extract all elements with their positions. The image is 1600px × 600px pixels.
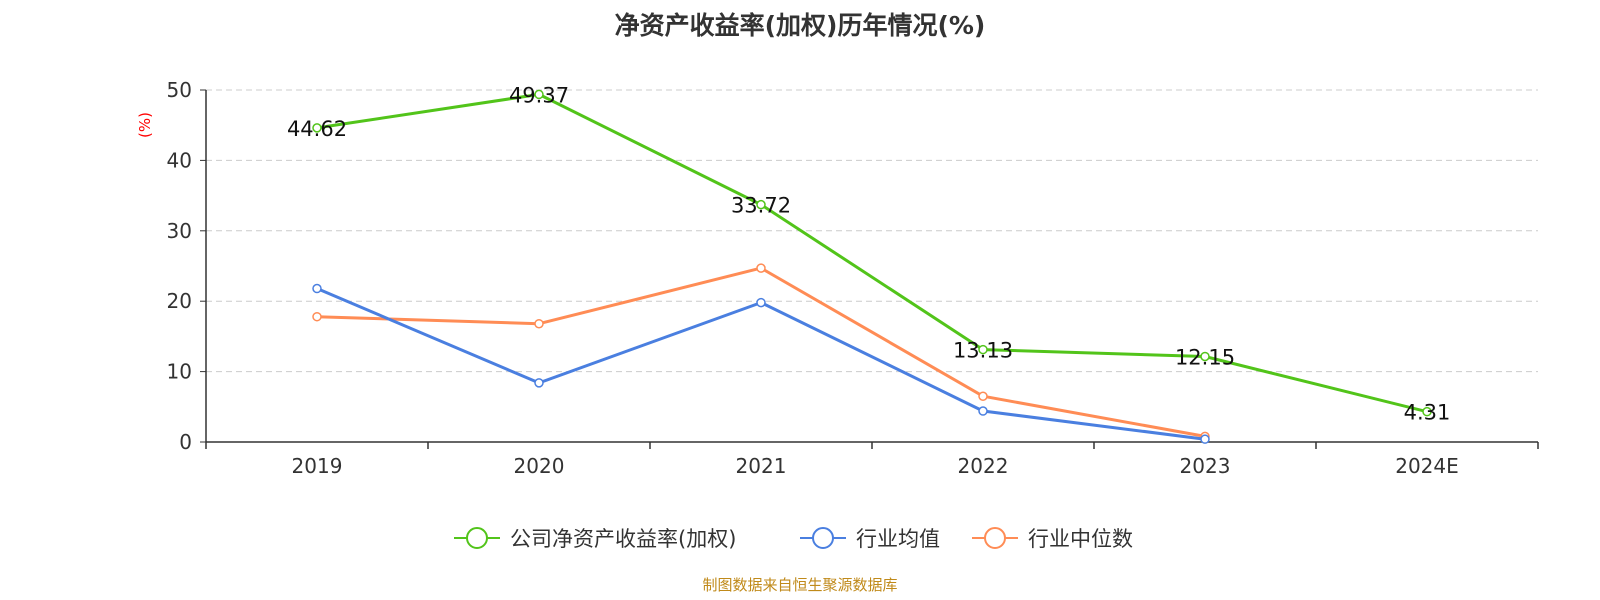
data-point-series-1 xyxy=(1200,434,1210,444)
data-point-series-0 xyxy=(756,199,766,210)
data-point-series-0 xyxy=(534,89,544,100)
data-point-series-2 xyxy=(534,318,544,329)
data-point-series-0 xyxy=(312,123,322,133)
legend-item-0[interactable]: 公司净资产收益率(加权) xyxy=(454,527,736,551)
data-label: 49.37 xyxy=(509,83,569,107)
y-tick-label: 20 xyxy=(167,289,192,313)
data-point-series-1 xyxy=(534,378,544,388)
y-tick-label: 30 xyxy=(167,219,192,243)
data-label: 44.62 xyxy=(287,117,347,141)
data-label: 4.31 xyxy=(1404,401,1451,425)
x-tick-label: 2023 xyxy=(1180,454,1231,478)
series-lines xyxy=(312,89,1432,444)
legend[interactable]: 公司净资产收益率(加权) 行业均值 行业中位数 xyxy=(454,527,1133,551)
x-tick-label: 2019 xyxy=(292,454,343,478)
data-label: 13.13 xyxy=(953,339,1013,363)
legend-swatch-marker xyxy=(466,527,488,549)
x-tick-label: 2024E xyxy=(1395,454,1459,478)
grid-lines xyxy=(206,89,1538,373)
footer-source: 制图数据来自恒生聚源数据库 xyxy=(702,576,897,594)
data-label: 12.15 xyxy=(1175,345,1235,369)
legend-item-1[interactable]: 行业均值 xyxy=(800,527,940,551)
series-line-1 xyxy=(316,287,1206,441)
data-label: 33.72 xyxy=(731,194,791,218)
data-point-series-1 xyxy=(756,297,766,308)
x-tick-label: 2022 xyxy=(958,454,1009,478)
data-point-series-2 xyxy=(312,311,322,322)
y-tick-label: 40 xyxy=(167,148,192,172)
x-tick-label: 2021 xyxy=(736,454,787,478)
y-tick-label: 50 xyxy=(167,78,192,102)
y-tick-label: 10 xyxy=(167,360,192,384)
chart-title: 净资产收益率(加权)历年情况(%) xyxy=(615,11,986,40)
data-point-series-1 xyxy=(312,283,322,294)
x-tick-label: 2020 xyxy=(514,454,565,478)
legend-label: 行业均值 xyxy=(856,527,940,551)
y-tick-label: 0 xyxy=(179,430,192,454)
data-point-series-2 xyxy=(978,391,988,401)
data-point-series-1 xyxy=(978,406,988,416)
data-point-series-0 xyxy=(1200,351,1210,362)
legend-item-2[interactable]: 行业中位数 xyxy=(972,527,1133,551)
series-line-0 xyxy=(316,92,1428,414)
y-axis-label: (%) xyxy=(136,112,154,138)
legend-label: 行业中位数 xyxy=(1028,527,1133,551)
legend-swatch-marker xyxy=(984,527,1006,549)
axes: 0 10 20 30 40 50 2019 2020 2021 2022 2023 2024E xyxy=(167,78,1539,478)
data-point-series-0 xyxy=(978,344,988,355)
data-labels: 44.62 49.37 33.72 13.13 12.15 4.31 xyxy=(287,83,1450,424)
legend-swatch-marker xyxy=(812,527,834,549)
data-point-series-0 xyxy=(1422,406,1432,417)
legend-label: 公司净资产收益率(加权) xyxy=(510,527,736,551)
data-point-series-2 xyxy=(756,263,766,273)
